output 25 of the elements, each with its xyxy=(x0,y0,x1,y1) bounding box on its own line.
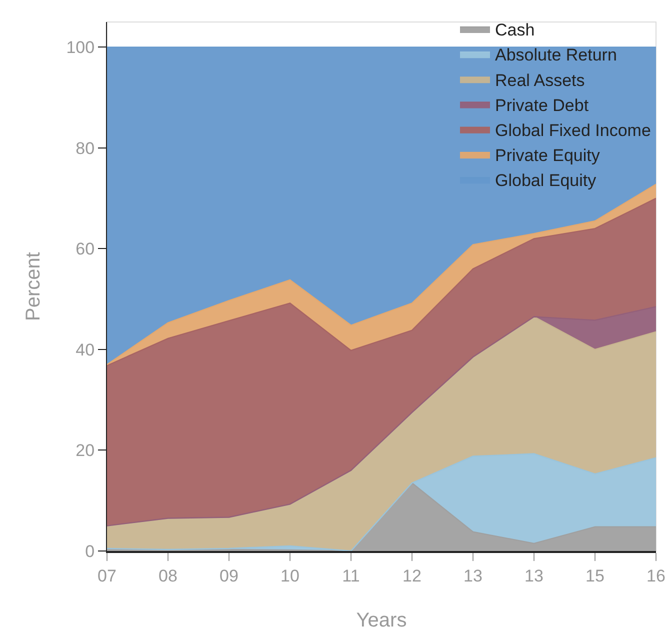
x-tick-label: 11 xyxy=(342,566,360,586)
legend-label: Private Equity xyxy=(495,146,600,166)
x-axis-title: Years xyxy=(356,609,407,632)
y-tick-label: 40 xyxy=(76,340,95,360)
x-tick-label: 07 xyxy=(98,566,116,586)
legend-label: Global Equity xyxy=(495,171,597,190)
y-tick-label: 80 xyxy=(76,138,95,158)
x-tick-label: 13 xyxy=(464,566,482,586)
x-tick-label: 10 xyxy=(280,566,300,586)
legend-label: Global Fixed Income xyxy=(495,121,651,140)
legend-label: Private Debt xyxy=(495,96,589,115)
legend-label: Absolute Return xyxy=(495,46,617,65)
x-tick-label: 13 xyxy=(524,566,544,586)
y-axis-title: Percent xyxy=(22,252,45,321)
x-tick-label: 15 xyxy=(586,566,604,586)
x-tick-label: 09 xyxy=(220,566,238,586)
legend-label: Real Assets xyxy=(495,70,585,90)
y-tick-label: 100 xyxy=(66,38,95,58)
y-tick-label: 0 xyxy=(85,542,95,561)
legend-label: Cash xyxy=(495,20,535,40)
y-tick-label: 20 xyxy=(76,441,95,460)
y-tick-label: 60 xyxy=(76,240,95,259)
x-tick-label: 08 xyxy=(158,566,178,586)
x-tick-label: 12 xyxy=(402,566,422,586)
x-tick-label: 16 xyxy=(646,566,666,586)
